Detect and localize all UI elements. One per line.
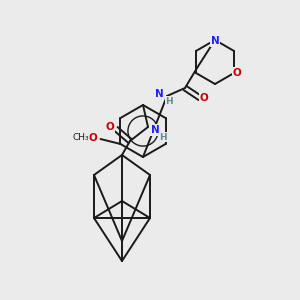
Text: N: N <box>211 36 219 46</box>
Text: CH₃: CH₃ <box>72 133 89 142</box>
Text: N: N <box>151 125 159 135</box>
Text: H: H <box>159 133 167 142</box>
Text: O: O <box>88 133 97 143</box>
Text: O: O <box>233 68 242 78</box>
Text: O: O <box>200 93 208 103</box>
Text: H: H <box>165 97 173 106</box>
Text: N: N <box>154 89 164 99</box>
Text: O: O <box>106 122 114 132</box>
